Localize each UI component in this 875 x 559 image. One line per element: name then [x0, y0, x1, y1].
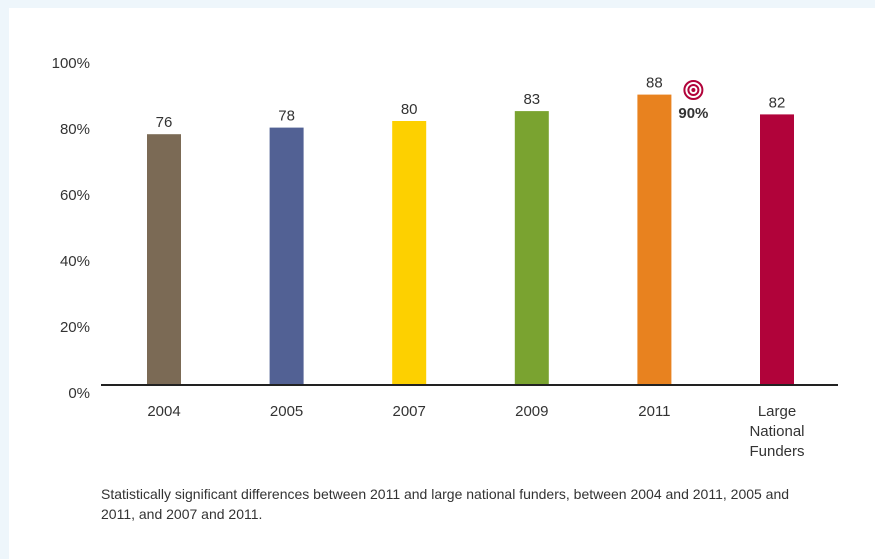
data-label: 82 [769, 94, 786, 111]
x-tick-label: 2004 [147, 403, 180, 420]
bar-2009 [514, 111, 549, 385]
y-tick-label: 40% [60, 253, 90, 270]
x-tick-label: National [749, 423, 804, 440]
target-icon [683, 80, 704, 100]
y-tick-label: 80% [60, 121, 90, 138]
x-tick-label: 2009 [515, 403, 548, 420]
data-label: 78 [278, 108, 295, 125]
target-label: 90% [678, 105, 708, 122]
x-tick-label: Funders [749, 443, 804, 460]
chart-caption: Statistically significant differences be… [101, 486, 790, 522]
data-label: 88 [646, 75, 663, 92]
bar-2005 [269, 127, 304, 385]
bar-2004 [147, 134, 181, 385]
bar-2011 [637, 94, 672, 385]
x-tick-label: 2005 [270, 403, 303, 420]
bar-2007 [392, 121, 427, 385]
y-tick-label: 0% [68, 385, 90, 402]
y-tick-label: 100% [52, 55, 90, 72]
x-tick-label: 2011 [638, 403, 670, 420]
bar-large-national-funders [760, 114, 794, 386]
data-label: 80 [401, 101, 418, 118]
y-tick-label: 60% [60, 187, 90, 204]
data-label: 76 [156, 114, 173, 131]
x-tick-label: Large [758, 403, 796, 420]
y-tick-label: 20% [60, 319, 90, 336]
x-tick-label: 2007 [393, 403, 426, 420]
bar-chart: 0% 20% 40% 60% 80% 100% 76 2004 78 2005 80 2007 83 20… [52, 55, 838, 460]
data-label: 83 [523, 91, 540, 108]
